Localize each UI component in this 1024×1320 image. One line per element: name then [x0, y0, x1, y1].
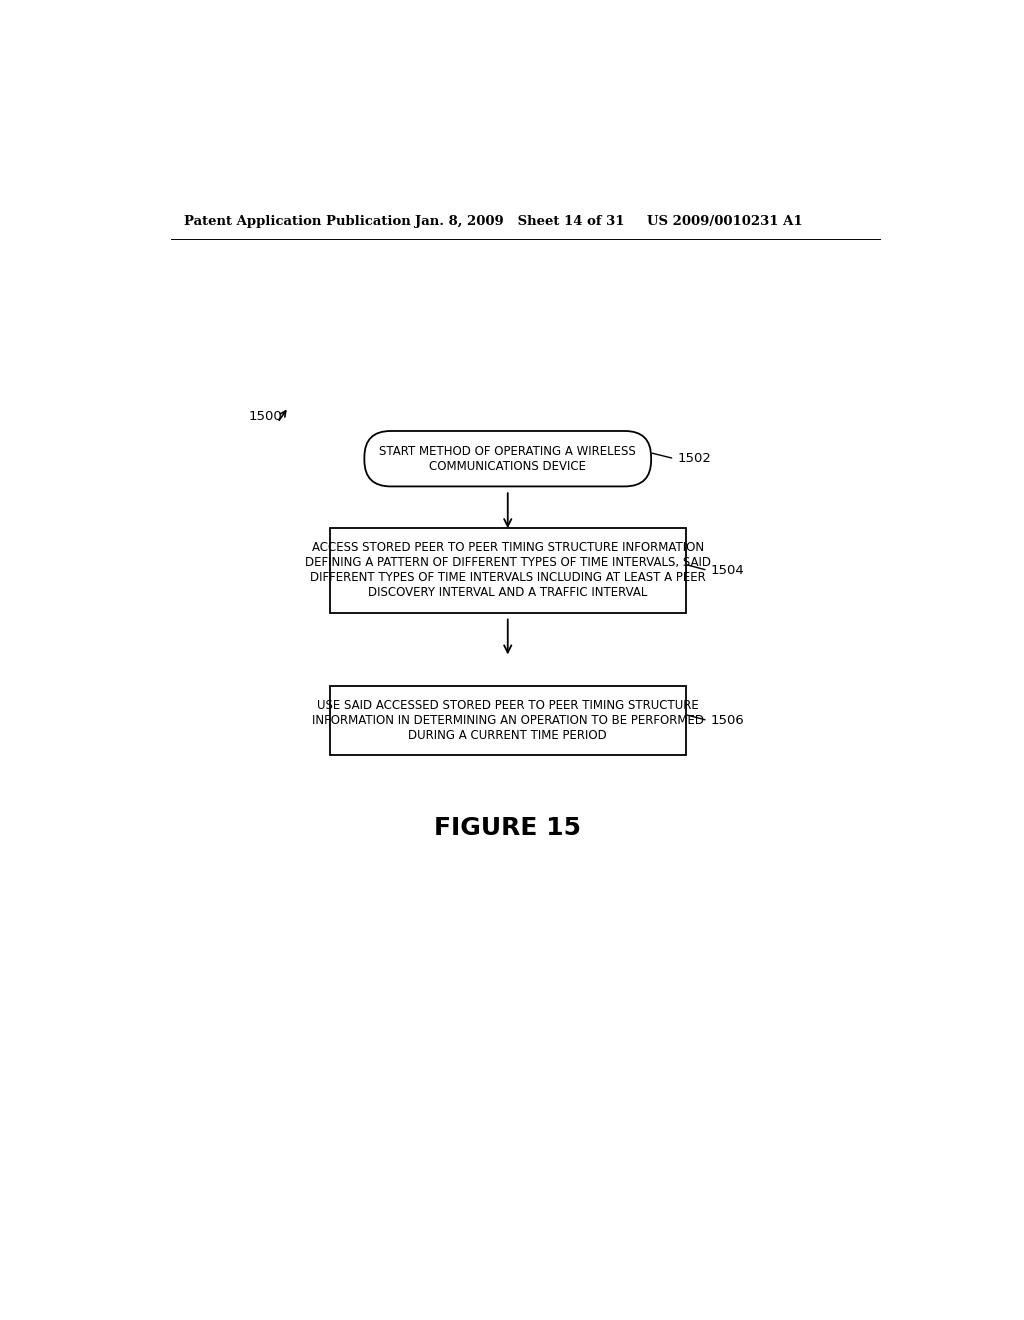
- Text: ACCESS STORED PEER TO PEER TIMING STRUCTURE INFORMATION
DEFINING A PATTERN OF DI: ACCESS STORED PEER TO PEER TIMING STRUCT…: [305, 541, 711, 599]
- Text: 1506: 1506: [711, 714, 744, 727]
- FancyBboxPatch shape: [330, 528, 686, 612]
- Text: 1504: 1504: [711, 564, 744, 577]
- Text: FIGURE 15: FIGURE 15: [434, 816, 582, 841]
- FancyBboxPatch shape: [330, 686, 686, 755]
- Text: Patent Application Publication: Patent Application Publication: [183, 215, 411, 228]
- Text: 1500: 1500: [248, 409, 282, 422]
- Text: US 2009/0010231 A1: US 2009/0010231 A1: [647, 215, 803, 228]
- Text: START METHOD OF OPERATING A WIRELESS
COMMUNICATIONS DEVICE: START METHOD OF OPERATING A WIRELESS COM…: [379, 445, 636, 473]
- Text: 1502: 1502: [678, 453, 712, 465]
- Text: USE SAID ACCESSED STORED PEER TO PEER TIMING STRUCTURE
INFORMATION IN DETERMININ: USE SAID ACCESSED STORED PEER TO PEER TI…: [311, 700, 703, 742]
- FancyBboxPatch shape: [365, 430, 651, 487]
- Text: Jan. 8, 2009   Sheet 14 of 31: Jan. 8, 2009 Sheet 14 of 31: [415, 215, 625, 228]
